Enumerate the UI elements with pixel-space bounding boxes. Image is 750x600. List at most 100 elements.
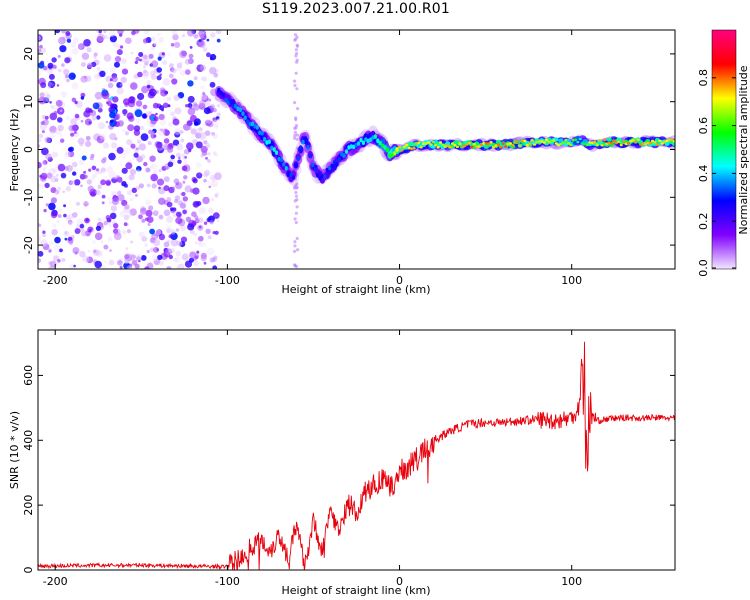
page-title: S119.2023.007.21.00.R01 [262, 1, 450, 17]
noise-speckle [143, 54, 148, 60]
ridge-core [460, 145, 464, 148]
ridge-core [489, 140, 493, 144]
noise-speckle [121, 68, 129, 75]
noise-speckle [166, 216, 174, 223]
y-tick-label: 0 [22, 146, 35, 153]
noise-speckle [207, 235, 212, 240]
ridge-core [241, 111, 245, 116]
noise-speckle [65, 31, 71, 36]
ridge-core [359, 137, 363, 143]
noise-speckle [123, 222, 128, 227]
noise-speckle [152, 43, 157, 48]
noise-speckle [66, 78, 70, 83]
noise-speckle [98, 30, 102, 34]
noise-speckle [170, 229, 176, 235]
ridge-core [243, 115, 247, 121]
noise-speckle [190, 229, 195, 235]
noise-speckle [167, 161, 174, 168]
noise-speckle [113, 232, 122, 241]
noise-speckle [192, 103, 200, 111]
ridge-core [663, 140, 667, 143]
noise-speckle [57, 55, 61, 58]
ridge-core [605, 142, 609, 146]
noise-speckle [146, 183, 151, 188]
ridge-mid [495, 139, 501, 145]
noise-speckle [110, 67, 116, 73]
noise-speckle [105, 215, 111, 220]
noise-speckle [184, 156, 187, 159]
noise-speckle [51, 151, 59, 158]
ridge-core [578, 137, 582, 141]
ridge-core [231, 104, 235, 109]
ridge-core [622, 140, 626, 144]
noise-speckle [75, 224, 81, 229]
noise-speckle [116, 49, 123, 56]
noise-speckle [91, 229, 95, 233]
ridge-core [602, 138, 607, 142]
noise-speckle [57, 107, 65, 115]
x-tick-label: -100 [215, 274, 240, 287]
ridge-core [429, 143, 433, 146]
noise-speckle [38, 70, 42, 77]
x-tick-label: -200 [43, 575, 68, 588]
noise-speckle [111, 75, 118, 83]
ridge-core [506, 142, 510, 146]
ridge-core [557, 143, 561, 147]
noise-speckle [125, 162, 133, 170]
noise-speckle [213, 72, 219, 78]
noise-speckle [61, 63, 65, 67]
noise-speckle [292, 136, 297, 140]
noise-speckle [74, 228, 81, 234]
noise-speckle [211, 197, 215, 202]
noise-speckle [185, 216, 192, 222]
noise-speckle [293, 217, 297, 221]
ridge-core [393, 151, 397, 156]
noise-speckle [198, 132, 207, 140]
noise-speckle [73, 37, 80, 44]
noise-speckle [49, 101, 52, 104]
noise-speckle [182, 209, 187, 215]
noise-speckle [205, 142, 211, 149]
noise-speckle [182, 162, 186, 166]
noise-speckle [92, 173, 98, 179]
ridge-core [344, 149, 349, 154]
noise-speckle [168, 73, 174, 79]
noise-speckle [86, 256, 94, 264]
noise-speckle [146, 111, 152, 117]
y-tick-label: -10 [22, 188, 35, 206]
noise-speckle [64, 231, 68, 235]
noise-speckle [206, 38, 210, 42]
noise-speckle [203, 169, 211, 176]
noise-speckle [54, 177, 59, 183]
noise-speckle [135, 56, 140, 62]
noise-speckle [92, 103, 97, 107]
ridge-core [388, 153, 392, 158]
noise-speckle [95, 168, 100, 172]
noise-speckle [55, 99, 63, 107]
noise-speckle [109, 35, 117, 43]
noise-speckle [96, 66, 101, 71]
noise-speckle [105, 120, 109, 124]
ridge-core [667, 138, 672, 142]
noise-speckle [140, 133, 149, 142]
noise-speckle [108, 171, 117, 179]
ridge-core [472, 142, 476, 146]
noise-speckle [74, 100, 78, 105]
noise-speckle [198, 100, 206, 107]
noise-speckle [68, 72, 76, 80]
noise-speckle [169, 67, 175, 72]
ridge-core [634, 140, 638, 144]
noise-speckle [134, 60, 139, 65]
spectrogram-plot [38, 30, 675, 269]
ridge-core [559, 142, 563, 146]
noise-speckle [64, 237, 68, 241]
ridge-core [337, 157, 341, 162]
colorbar-title: Normalized spectral amplitude [737, 65, 750, 234]
noise-speckle [50, 175, 58, 183]
noise-speckle [148, 205, 154, 211]
noise-speckle [201, 242, 207, 247]
noise-speckle [212, 265, 218, 269]
noise-speckle [54, 236, 61, 244]
noise-speckle [114, 61, 120, 68]
noise-speckle [198, 235, 204, 242]
